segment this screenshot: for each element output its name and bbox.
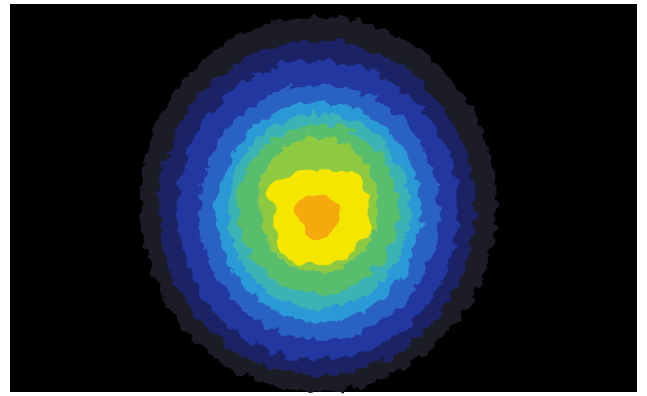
core-layers [270,168,372,267]
layer-orange [298,193,341,240]
